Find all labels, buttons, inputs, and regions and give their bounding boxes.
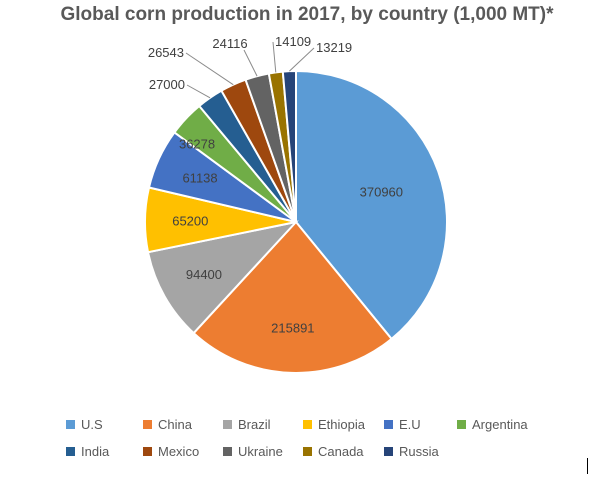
data-label-india: 27000 [149, 77, 185, 92]
legend-swatch [66, 447, 75, 456]
legend-swatch [384, 420, 393, 429]
data-label-us: 370960 [360, 185, 403, 200]
leader-line [186, 84, 211, 99]
data-label-ukraine: 24116 [212, 36, 247, 51]
legend-swatch [143, 420, 152, 429]
legend-item-brazil: Brazil [223, 417, 271, 432]
legend-item-ukraine: Ukraine [223, 444, 283, 459]
legend-item-india: India [66, 444, 109, 459]
legend-item-us: U.S [66, 417, 103, 432]
legend-label: China [158, 417, 192, 432]
leader-line [289, 47, 315, 72]
data-label-russia: 13219 [316, 40, 352, 55]
pie-slice-china [192, 220, 393, 374]
pie-chart: 370960 215891 94400 65200 61138 36278 27000 265… [144, 34, 448, 374]
legend-label: Brazil [238, 417, 271, 432]
legend-swatch [143, 447, 152, 456]
legend-item-ethiopia: Ethiopia [303, 417, 365, 432]
text-cursor [587, 458, 588, 474]
legend-swatch [223, 420, 232, 429]
legend-item-russia: Russia [384, 444, 439, 459]
legend-label: E.U [399, 417, 421, 432]
legend-label: Argentina [472, 417, 528, 432]
legend-item-mexico: Mexico [143, 444, 199, 459]
chart-title: Global corn production in 2017, by count… [60, 4, 554, 25]
pie-slice-brazil [146, 220, 299, 335]
legend-label: Canada [318, 444, 364, 459]
data-label-brazil: 94400 [186, 267, 222, 282]
legend-label: Mexico [158, 444, 200, 459]
legend-swatch [223, 447, 232, 456]
legend-item-canada: Canada [303, 444, 364, 459]
legend-label: Ethiopia [318, 417, 365, 432]
legend-label: U.S [81, 417, 103, 432]
legend-label: Ukraine [238, 444, 283, 459]
legend-item-china: China [143, 417, 192, 432]
leader-line [272, 41, 277, 73]
legend-swatch [384, 447, 393, 456]
leader-line [243, 49, 258, 77]
data-label-canada: 14109 [275, 34, 311, 49]
pie-slice-russia [281, 69, 297, 223]
data-label-mexico: 26543 [148, 45, 184, 60]
legend-swatch [457, 420, 466, 429]
legend-swatch [66, 420, 75, 429]
legend-label: India [81, 444, 110, 459]
legend-item-eu: E.U [384, 417, 421, 432]
legend-swatch [303, 420, 312, 429]
data-label-china: 215891 [271, 321, 314, 336]
data-label-ethiopia: 65200 [172, 213, 208, 228]
legend-item-argentina: Argentina [457, 417, 528, 432]
data-label-eu: 61138 [182, 171, 217, 186]
data-label-argentina: 36278 [179, 137, 215, 152]
leader-line [185, 52, 234, 86]
pie-slice-us [295, 69, 448, 341]
legend-label: Russia [399, 444, 439, 459]
legend-swatch [303, 447, 312, 456]
